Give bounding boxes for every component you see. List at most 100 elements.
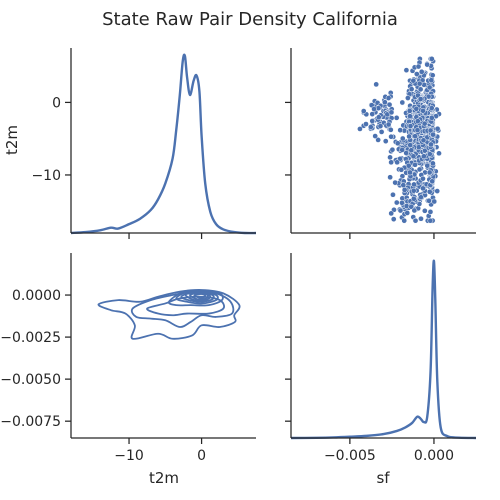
scatter-point bbox=[430, 160, 436, 167]
y-axis-sf-tick-label: −0.0075 bbox=[0, 414, 61, 430]
scatter-point bbox=[397, 207, 404, 214]
scatter-point bbox=[377, 123, 384, 130]
scatter-point bbox=[390, 191, 396, 198]
scatter-point bbox=[428, 105, 435, 111]
scatter-point bbox=[428, 115, 435, 121]
kde-contour-level-9 bbox=[193, 293, 207, 299]
kde-contour-level-3 bbox=[146, 295, 225, 317]
x-axis-sf-tick-label: −0.005 bbox=[324, 448, 376, 464]
kde-contour-level-1 bbox=[97, 289, 241, 340]
scatter-point bbox=[414, 127, 421, 134]
y-axis-sf-tick-label: −0.0050 bbox=[0, 372, 61, 388]
scatter-point bbox=[416, 80, 423, 87]
scatter-point bbox=[413, 105, 420, 112]
scatter-point bbox=[410, 195, 417, 202]
y-axis-sf-tick-label: −0.0025 bbox=[0, 330, 61, 346]
scatter-point bbox=[369, 111, 376, 117]
scatter-point bbox=[436, 150, 442, 157]
scatter-point bbox=[401, 187, 408, 193]
scatter-point bbox=[424, 162, 431, 169]
kde-contour-level-8 bbox=[189, 292, 209, 301]
x-axis-t2m-tick-label: −10 bbox=[114, 448, 144, 464]
chart-title: State Raw Pair Density California bbox=[102, 9, 398, 30]
scatter-point bbox=[418, 215, 424, 222]
scatter-point bbox=[413, 71, 420, 77]
y-axis-t2m-tick-label: 0 bbox=[52, 95, 61, 111]
scatter-point bbox=[427, 217, 434, 224]
scatter-point bbox=[424, 61, 431, 68]
scatter-point bbox=[388, 210, 395, 217]
scatter-point bbox=[373, 81, 380, 88]
scatter-point bbox=[428, 141, 434, 148]
scatter-point bbox=[399, 99, 406, 106]
scatter-point bbox=[420, 175, 426, 182]
y-axis-label-t2m: t2m bbox=[3, 125, 21, 155]
x-axis-t2m-tick-label: 0 bbox=[197, 448, 206, 464]
scatter-point bbox=[398, 166, 405, 173]
scatter-point bbox=[400, 182, 407, 188]
scatter-point bbox=[406, 108, 413, 114]
scatter-point bbox=[387, 174, 393, 181]
scatter-point bbox=[417, 96, 424, 102]
scatter-point bbox=[399, 135, 406, 142]
scatter-point bbox=[420, 185, 426, 192]
scatter-point bbox=[408, 203, 415, 210]
scatter-point bbox=[403, 203, 410, 209]
scatter-point bbox=[417, 86, 424, 93]
scatter-point bbox=[407, 169, 413, 176]
scatter-point bbox=[388, 109, 395, 116]
scatter-point bbox=[360, 108, 367, 114]
scatter-point bbox=[382, 99, 388, 106]
scatter-point bbox=[412, 161, 418, 168]
scatter-point bbox=[363, 121, 369, 127]
scatter-point bbox=[426, 84, 433, 91]
scatter-point bbox=[410, 77, 417, 84]
scatter-point bbox=[426, 188, 433, 195]
scatter-point bbox=[412, 217, 419, 224]
scatter-point bbox=[431, 198, 438, 205]
panel-t2m-kde: 0 −10 bbox=[31, 48, 257, 239]
scatter-point bbox=[420, 107, 426, 114]
scatter-point bbox=[420, 137, 427, 144]
scatter-point bbox=[371, 106, 377, 112]
scatter-point bbox=[407, 113, 413, 120]
scatter-point bbox=[426, 197, 432, 204]
scatter-point bbox=[426, 151, 433, 157]
scatter-point bbox=[407, 123, 414, 129]
x-axis-label-sf: sf bbox=[376, 469, 390, 487]
y-axis-t2m-tick-label: −10 bbox=[31, 168, 61, 184]
scatter-point bbox=[426, 169, 433, 176]
scatter-point bbox=[403, 67, 410, 74]
scatter-point bbox=[410, 187, 417, 194]
scatter-point bbox=[386, 101, 393, 108]
t2m-kde-line bbox=[70, 53, 257, 235]
scatter-point bbox=[403, 150, 410, 156]
scatter-point bbox=[427, 127, 434, 134]
scatter-point bbox=[420, 153, 427, 160]
kde-contour-level-6 bbox=[180, 291, 215, 303]
scatter-point bbox=[427, 209, 434, 215]
scatter-point bbox=[385, 121, 392, 128]
scatter-point bbox=[429, 72, 436, 79]
scatter-point bbox=[421, 207, 428, 214]
panel-sf-vs-t2m-scatter bbox=[285, 48, 476, 239]
scatter-point bbox=[428, 77, 435, 84]
scatter-point bbox=[375, 137, 381, 143]
panel-sf-kde: −0.005 0.000 bbox=[285, 253, 477, 464]
scatter-point bbox=[434, 188, 441, 194]
scatter-point bbox=[405, 162, 412, 169]
scatter-point bbox=[410, 153, 417, 160]
scatter-point bbox=[389, 146, 396, 153]
scatter-point bbox=[385, 95, 392, 101]
scatter-point bbox=[393, 199, 400, 206]
scatter-point bbox=[394, 140, 401, 147]
scatter-point bbox=[390, 216, 397, 222]
scatter-point bbox=[394, 159, 400, 166]
scatter-point bbox=[388, 159, 394, 166]
scatter-point bbox=[418, 68, 425, 75]
sf-kde-line bbox=[290, 259, 477, 440]
x-axis-sf-tick-label: 0.000 bbox=[414, 448, 454, 464]
scatter-point bbox=[406, 133, 412, 140]
scatter-point bbox=[401, 217, 408, 224]
